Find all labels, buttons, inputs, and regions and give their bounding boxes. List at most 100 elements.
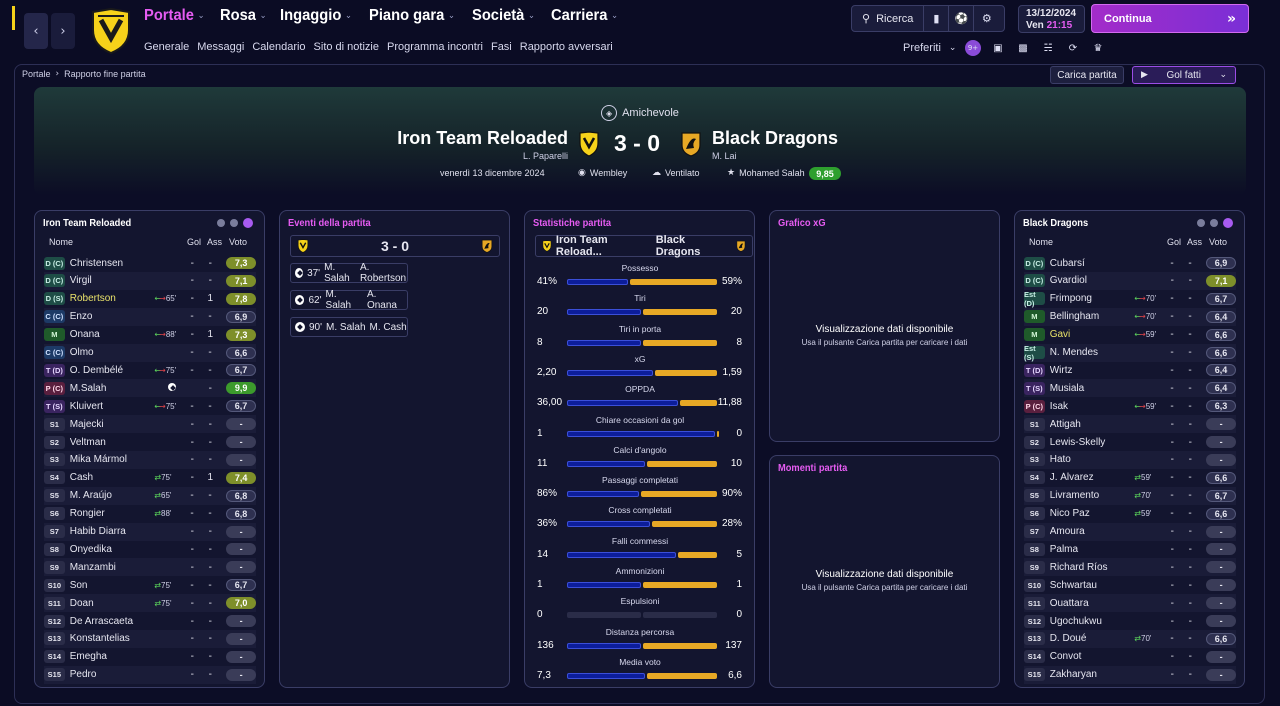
player-name[interactable]: Wirtz xyxy=(1049,364,1073,376)
player-name[interactable]: Livramento xyxy=(1049,490,1100,502)
player-row[interactable]: S12 De Arrascaeta - - - xyxy=(44,612,256,630)
player-name[interactable]: Manzambi xyxy=(69,561,116,573)
player-row[interactable]: D (C) Cubarsí - - 6,9 xyxy=(1024,254,1236,272)
player-row[interactable]: S1 Majecki - - - xyxy=(44,415,256,434)
player-row[interactable]: S4 Cash ⇄ 75' -1 7,4 xyxy=(44,469,256,487)
player-name[interactable]: Musiala xyxy=(1049,382,1085,394)
player-name[interactable]: Doan xyxy=(69,597,94,609)
menu-item[interactable]: Carriera ⌄ xyxy=(551,7,618,25)
player-row[interactable]: S2 Lewis-Skelly - - - xyxy=(1024,433,1236,451)
player-row[interactable]: S7 Amoura - - - xyxy=(1024,522,1236,541)
submenu-item[interactable]: Programma incontri xyxy=(386,41,483,53)
player-row[interactable]: S4 J. Álvarez ⇄ 59' - -6,6 xyxy=(1024,469,1236,487)
player-name[interactable]: Majecki xyxy=(69,418,104,430)
player-row[interactable]: S8 Onyedika - - - xyxy=(44,540,256,558)
player-name[interactable]: Richard Ríos xyxy=(1049,561,1108,573)
player-row[interactable]: S14 Emegha - - - xyxy=(44,648,256,666)
player-name[interactable]: Habib Diarra xyxy=(69,526,126,537)
player-name[interactable]: Convot xyxy=(1049,651,1082,663)
continue-button[interactable]: Continua » xyxy=(1091,4,1249,33)
ball-icon[interactable]: ⚽ xyxy=(949,6,975,31)
game-date[interactable]: 13/12/2024 Ven 21:15 xyxy=(1018,5,1085,33)
player-name[interactable]: D. Doué xyxy=(1049,633,1087,645)
player-name[interactable]: Cubarsí xyxy=(1049,257,1085,269)
player-row[interactable]: S14 Convot - - - xyxy=(1024,648,1236,666)
player-row[interactable]: T (S) Kluivert ←→ 75' - -6,7 xyxy=(44,397,256,415)
player-name[interactable]: Nico Paz xyxy=(1049,508,1090,520)
goals-dropdown[interactable]: ▶ Gol fatti ⌄ xyxy=(1132,66,1236,84)
back-button[interactable]: ‹ xyxy=(24,13,48,49)
view-dot[interactable] xyxy=(230,219,238,227)
menu-item[interactable]: Società ⌄ xyxy=(472,7,535,25)
forward-button[interactable]: › xyxy=(51,13,75,49)
clipboard-icon[interactable]: ▩ xyxy=(1018,42,1028,54)
player-name[interactable]: Christensen xyxy=(69,257,124,269)
player-row[interactable]: S12 Ugochukwu - - - xyxy=(1024,612,1236,630)
view-dot[interactable] xyxy=(1197,219,1205,227)
view-dot[interactable] xyxy=(217,219,225,227)
player-row[interactable]: C (C) Olmo - - 6,6 xyxy=(44,343,256,362)
player-name[interactable]: Isak xyxy=(1049,400,1069,412)
player-name[interactable]: Enzo xyxy=(69,311,93,323)
player-name[interactable]: Frimpong xyxy=(1049,293,1092,305)
player-name[interactable]: Konstantelias xyxy=(69,633,130,645)
submenu-item[interactable]: Fasi xyxy=(490,41,512,53)
player-row[interactable]: T (D) Wirtz - - 6,4 xyxy=(1024,361,1236,379)
tactics-icon[interactable]: ☵ xyxy=(1043,42,1053,54)
player-row[interactable]: Est (D) Frimpong ←→ 70' - -6,7 xyxy=(1024,290,1236,308)
menu-item[interactable]: Portale ⌄ xyxy=(144,7,205,25)
search-button[interactable]: ⚲ Ricerca xyxy=(852,6,925,31)
player-name[interactable]: Schwartau xyxy=(1049,579,1097,591)
refresh-icon[interactable]: ⟳ xyxy=(1068,42,1078,54)
player-row[interactable]: S15 Zakharyan - - - xyxy=(1024,665,1236,684)
goal-event[interactable]: 37' M. Salah A. Robertson xyxy=(290,262,408,284)
player-row[interactable]: P (C) M.Salah 3 - 9,9 xyxy=(44,379,256,398)
player-row[interactable]: M Onana ←→ 88' -1 7,3 xyxy=(44,326,256,344)
player-row[interactable]: S6 Rongier ⇄ 88' - -6,8 xyxy=(44,505,256,523)
player-row[interactable]: S8 Palma - - - xyxy=(1024,540,1236,558)
player-name[interactable]: Onyedika xyxy=(69,543,112,555)
player-row[interactable]: T (S) Musiala - - 6,4 xyxy=(1024,379,1236,398)
player-name[interactable]: Gvardiol xyxy=(1049,275,1087,287)
player-name[interactable]: Mika Mármol xyxy=(69,454,127,466)
breadcrumb-root[interactable]: Portale xyxy=(22,69,51,79)
player-row[interactable]: D (C) Virgil - - 7,1 xyxy=(44,271,256,290)
player-name[interactable]: O. Dembélé xyxy=(69,364,124,376)
player-row[interactable]: P (C) Isak ←→ 59' - -6,3 xyxy=(1024,397,1236,415)
club-crest-icon[interactable] xyxy=(90,8,132,54)
player-row[interactable]: S13 D. Doué ⇄ 70' - -6,6 xyxy=(1024,629,1236,648)
submenu-item[interactable]: Sito di notizie xyxy=(313,41,379,53)
player-row[interactable]: S1 Attigah - - - xyxy=(1024,415,1236,434)
player-row[interactable]: S7 Habib Diarra - - - xyxy=(44,522,256,541)
player-name[interactable]: Ugochukwu xyxy=(1049,615,1102,627)
submenu-item[interactable]: Calendario xyxy=(252,41,306,53)
gear-icon[interactable]: ⚙ xyxy=(981,12,992,25)
player-name[interactable]: Veltman xyxy=(69,436,106,448)
player-row[interactable]: S10 Schwartau - - - xyxy=(1024,576,1236,594)
player-row[interactable]: T (D) O. Dembélé ←→ 75' - -6,7 xyxy=(44,361,256,379)
player-name[interactable]: J. Álvarez xyxy=(1049,472,1094,484)
player-row[interactable]: S9 Richard Ríos - - - xyxy=(1024,558,1236,577)
favorites-dropdown[interactable]: Preferiti ⌄ xyxy=(903,42,956,54)
player-name[interactable]: M. Araújo xyxy=(69,490,112,502)
goal-event[interactable]: 90' M. Salah M. Cash xyxy=(290,317,408,337)
player-row[interactable]: S5 Livramento ⇄ 70' - -6,7 xyxy=(1024,486,1236,505)
player-row[interactable]: M Gavi ←→ 59' - -6,6 xyxy=(1024,326,1236,344)
menu-item[interactable]: Piano gara ⌄ xyxy=(369,7,455,25)
submenu-item[interactable]: Messaggi xyxy=(197,41,245,53)
player-row[interactable]: S6 Nico Paz ⇄ 59' - -6,6 xyxy=(1024,505,1236,523)
player-name[interactable]: Palma xyxy=(1049,543,1079,555)
player-row[interactable]: S10 Son ⇄ 75' - -6,7 xyxy=(44,576,256,594)
load-match-button[interactable]: Carica partita xyxy=(1050,66,1124,84)
player-row[interactable]: S11 Doan ⇄ 75' - -7,0 xyxy=(44,594,256,613)
view-dot[interactable] xyxy=(1210,219,1218,227)
player-row[interactable]: M Bellingham ←→ 70' - -6,4 xyxy=(1024,307,1236,326)
player-row[interactable]: S5 M. Araújo ⇄ 65' - -6,8 xyxy=(44,486,256,505)
player-name[interactable]: Bellingham xyxy=(1049,311,1100,323)
player-name[interactable]: Lewis-Skelly xyxy=(1049,436,1106,448)
view-toggle[interactable] xyxy=(1197,218,1233,228)
chat-icon[interactable]: 9+ xyxy=(965,40,981,56)
player-name[interactable]: Zakharyan xyxy=(1049,669,1097,681)
player-row[interactable]: S3 Mika Mármol - - - xyxy=(44,450,256,469)
player-name[interactable]: Rongier xyxy=(69,508,105,520)
